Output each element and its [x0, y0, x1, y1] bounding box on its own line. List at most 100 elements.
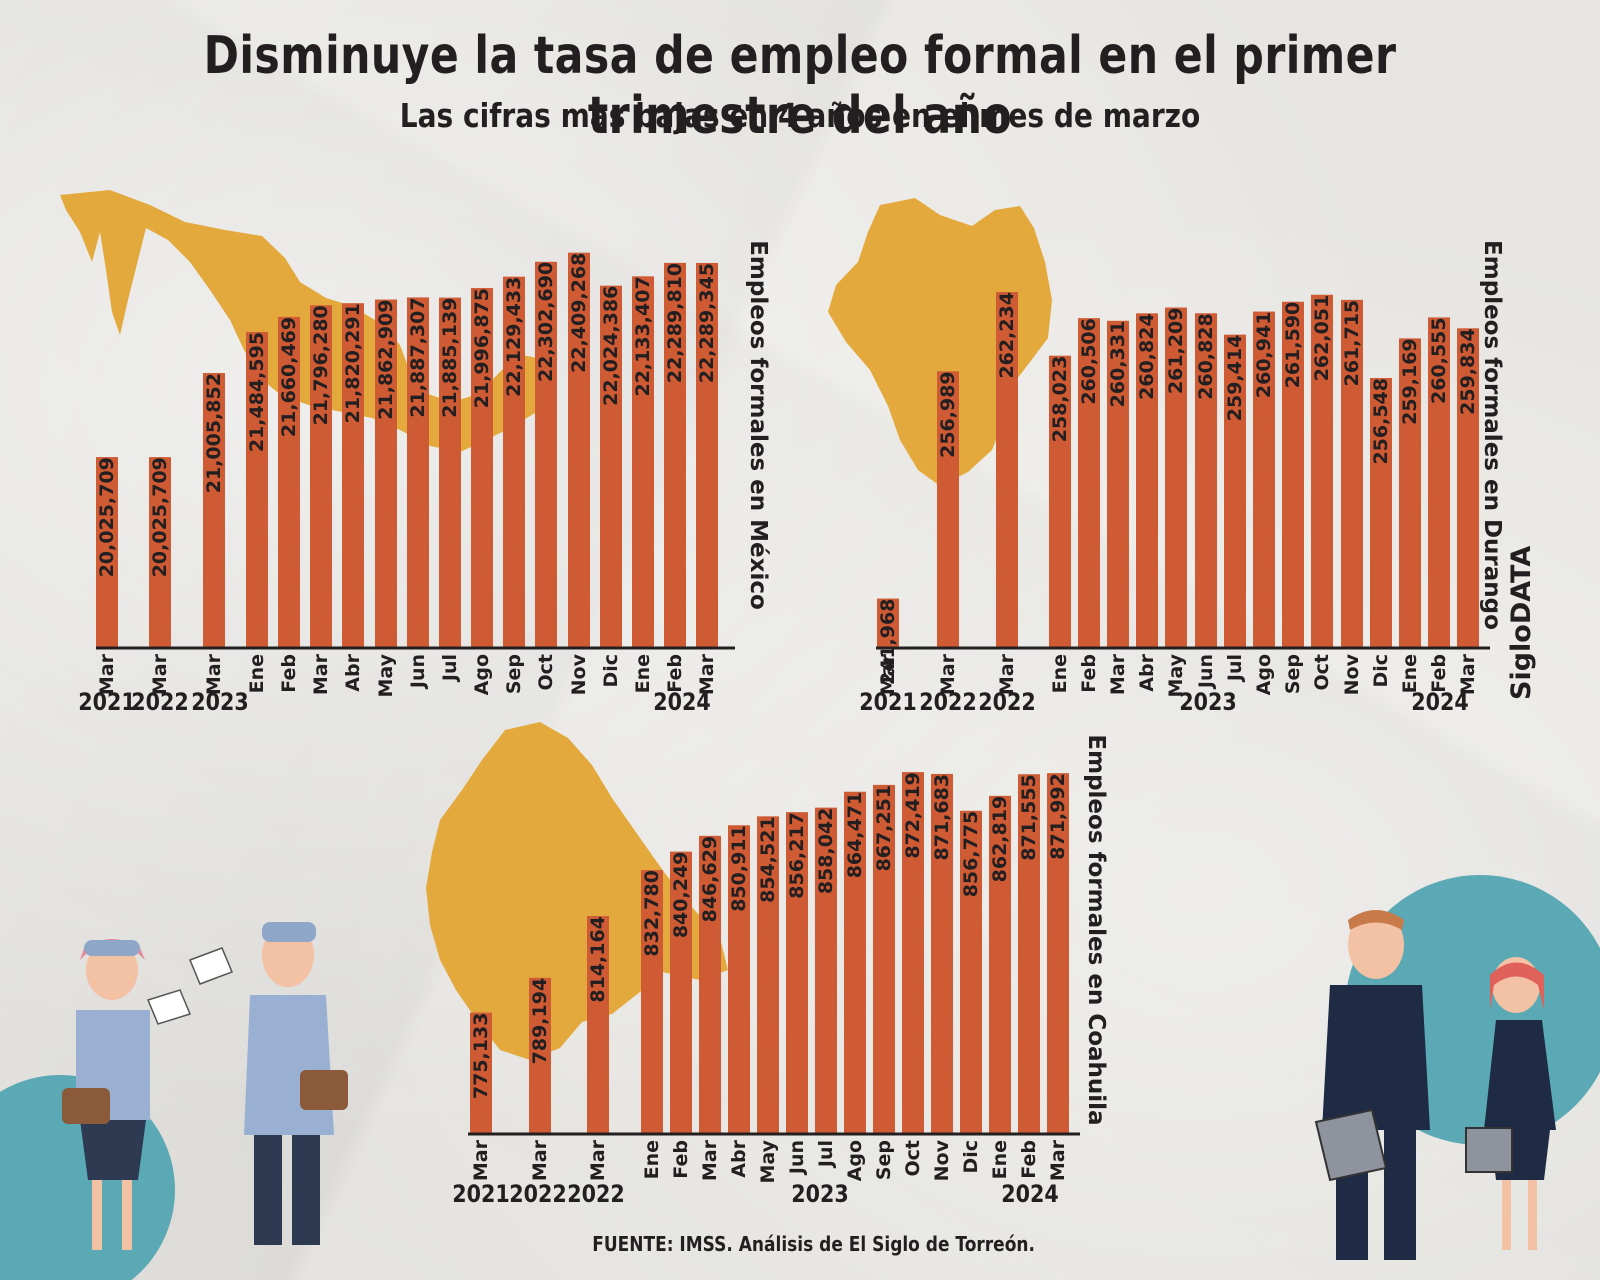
tick-label: Sep [1282, 654, 1304, 694]
bar [931, 773, 953, 1134]
data-label: 814,164 [587, 916, 609, 1003]
data-label: 872,419 [902, 772, 924, 859]
bar [877, 598, 899, 648]
tick-label: Nov [568, 653, 590, 695]
tick-label: Nov [931, 1139, 953, 1181]
tick-label: Jun [1195, 654, 1217, 690]
tick-label: Sep [873, 1140, 895, 1180]
bar [278, 316, 300, 648]
bar [529, 977, 551, 1134]
bar [902, 772, 924, 1134]
bar [937, 371, 959, 648]
bar [1047, 773, 1069, 1134]
tick-label: Jun [407, 654, 429, 690]
bar [203, 373, 225, 648]
bar [470, 1012, 492, 1134]
tick-label: May [757, 1139, 779, 1183]
bar [1457, 328, 1479, 648]
bar [439, 297, 461, 648]
tick-label: Ene [641, 1140, 663, 1179]
tick-label: Abr [728, 1139, 750, 1177]
year-label: 2022 [131, 689, 188, 717]
data-label: 789,194 [529, 978, 551, 1065]
data-label: 258,023 [1049, 356, 1071, 443]
year-label: 2021 [78, 689, 135, 717]
data-label: 846,629 [699, 836, 721, 923]
year-label: 2021 [452, 1181, 509, 1209]
man-carrier-figure [146, 922, 348, 1245]
data-label: 21,484,595 [246, 332, 268, 452]
data-label: 856,775 [960, 811, 982, 898]
data-label: 260,331 [1107, 321, 1129, 408]
data-label: 864,471 [844, 792, 866, 879]
woman-carrier-figure [62, 939, 150, 1250]
data-label: 871,683 [931, 774, 953, 861]
brand-label: SigloDATA [1506, 545, 1537, 700]
bar [96, 457, 118, 648]
bar [786, 812, 808, 1134]
bar [1165, 307, 1187, 648]
data-label: 20,025,709 [149, 457, 171, 577]
y-axis-title: Empleos formales en Durango [1479, 240, 1505, 630]
year-label: 2024 [1411, 689, 1468, 717]
bar [310, 305, 332, 648]
tick-label: Ago [471, 654, 493, 695]
businesswoman-figure [1465, 957, 1556, 1250]
tick-label: Feb [664, 654, 686, 693]
bar [960, 810, 982, 1134]
bar [632, 276, 654, 648]
tick-label: Oct [1311, 654, 1333, 691]
bar [1224, 334, 1246, 648]
tick-label: Abr [1136, 653, 1158, 691]
bar [989, 795, 1011, 1134]
data-label: 22,133,407 [632, 276, 654, 396]
bar [664, 262, 686, 648]
tick-label: Mar [470, 1139, 492, 1181]
tick-label: Mar [1457, 653, 1479, 695]
tick-label: Feb [1018, 1140, 1040, 1179]
tick-label: Jun [786, 1140, 808, 1176]
bar [342, 303, 364, 648]
data-label: 256,989 [937, 371, 959, 458]
bar [1282, 301, 1304, 648]
businessman-figure [1314, 910, 1430, 1260]
bar [996, 291, 1018, 648]
tick-label: Mar [587, 1139, 609, 1181]
bar [728, 825, 750, 1134]
bar [535, 261, 557, 648]
tick-label: Jul [815, 1140, 837, 1169]
year-label: 2022 [509, 1181, 566, 1209]
bar [375, 299, 397, 648]
tick-label: Ene [1399, 654, 1421, 693]
year-label: 2023 [1179, 689, 1236, 717]
data-label: 260,828 [1195, 313, 1217, 400]
data-label: 260,824 [1136, 313, 1158, 400]
tick-label: Mar [203, 653, 225, 695]
bar [471, 288, 493, 648]
tick-label: Mar [696, 653, 718, 695]
tick-label: Mar [699, 1139, 721, 1181]
bar [503, 276, 525, 648]
bar [757, 816, 779, 1134]
data-label: 21,005,852 [203, 373, 225, 493]
data-label: 858,042 [815, 808, 837, 895]
year-label: 2024 [1001, 1181, 1058, 1209]
year-label: 2023 [791, 1181, 848, 1209]
data-label: 871,555 [1018, 774, 1040, 861]
bar [246, 331, 268, 648]
bar [1399, 338, 1421, 648]
data-label: 241,968 [877, 599, 899, 686]
bar [815, 807, 837, 1134]
data-label: 22,409,268 [568, 253, 590, 373]
data-label: 21,862,909 [375, 300, 397, 420]
data-label: 256,548 [1370, 378, 1392, 465]
tick-label: Feb [670, 1140, 692, 1179]
tick-label: Mar [1107, 653, 1129, 695]
data-label: 22,302,690 [535, 262, 557, 382]
tick-label: Jul [1224, 654, 1246, 683]
data-label: 867,251 [873, 785, 895, 872]
